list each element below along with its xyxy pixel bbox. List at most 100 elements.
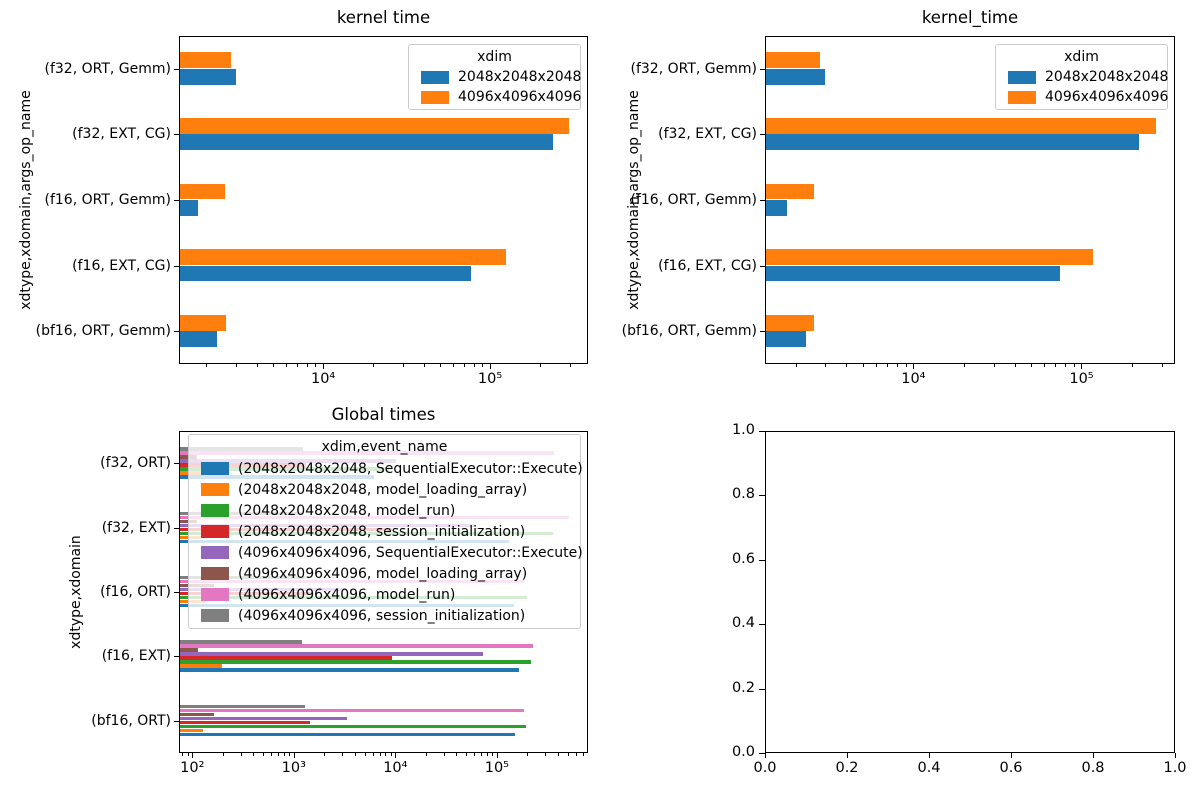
y-tick-label: 1.0 — [731, 422, 755, 438]
x-axis-minor-tick — [373, 364, 375, 367]
bar-s7-c3 — [180, 640, 302, 644]
x-axis-minor-tick — [464, 364, 466, 367]
x-axis-major-tick — [192, 753, 194, 758]
category-label: (f16, ORT, Gemm) — [630, 192, 758, 208]
y-axis-tick — [174, 527, 179, 529]
x-axis-tick — [765, 753, 766, 758]
bar-s7-c1 — [180, 511, 303, 515]
legend-entry-label: (2048x2048x2048, SequentialExecutor::Exe… — [238, 460, 583, 477]
bar-s6-c1 — [180, 515, 569, 519]
x-axis-minor-tick — [905, 364, 907, 367]
x-axis-minor-tick — [283, 753, 285, 756]
category-label: (f16, EXT) — [101, 648, 171, 665]
bar-s7-c4 — [180, 704, 305, 709]
y-axis-tick — [759, 753, 765, 754]
x-tick-label: 0.4 — [917, 760, 941, 776]
x-axis-minor-tick — [575, 753, 577, 756]
legend: xdim 2048x2048x2048 4096x4096x4096 — [995, 44, 1168, 110]
bar-s5-c4 — [180, 712, 215, 717]
bar-s0-c2 — [766, 200, 788, 216]
legend-entry-label: (4096x4096x4096, SequentialExecutor::Exe… — [238, 544, 583, 561]
x-tick-label: 10⁴ — [901, 371, 926, 387]
x-axis-minor-tick — [263, 753, 265, 756]
legend-title: xdim — [1064, 49, 1099, 65]
category-label: (f16, EXT, CG) — [658, 257, 757, 274]
bar-s0-c4 — [180, 331, 218, 347]
x-axis-minor-tick — [1055, 364, 1057, 367]
x-axis-minor-tick — [846, 364, 848, 367]
legend-entry-label: (4096x4096x4096, model_run) — [238, 586, 456, 603]
x-axis-minor-tick — [256, 364, 258, 367]
bar-s1-c3 — [180, 249, 507, 265]
x-axis-minor-tick — [545, 753, 547, 756]
bar-s1-c2 — [766, 183, 814, 200]
legend-entry-label: (4096x4096x4096, model_loading_array) — [238, 565, 528, 582]
x-axis-minor-tick — [876, 364, 878, 367]
category-label: (f32, EXT) — [101, 519, 171, 536]
bar-s0-c3 — [766, 265, 1060, 282]
bar-s3-c3 — [180, 656, 393, 660]
x-axis-minor-tick — [187, 753, 189, 756]
bar-s0-c2 — [180, 604, 515, 608]
bar-s6-c4 — [180, 708, 524, 713]
category-label: (f32, ORT, Gemm) — [44, 60, 172, 77]
x-tick-label: 0.2 — [835, 760, 859, 776]
bar-s1-c3 — [766, 249, 1094, 265]
bar-s6-c0 — [180, 451, 555, 455]
bar-s2-c1 — [180, 531, 554, 536]
x-axis-minor-tick — [235, 364, 237, 367]
y-axis-tick — [174, 134, 179, 136]
legend-title: xdim — [477, 49, 512, 65]
x-tick-label: 10⁵ — [484, 760, 509, 776]
bar-s6-c3 — [180, 644, 533, 648]
y-axis-tick — [759, 624, 765, 626]
x-tick-label: 10⁴ — [383, 760, 408, 776]
x-axis-minor-tick — [795, 364, 797, 367]
x-axis-minor-tick — [453, 364, 455, 367]
bar-s4-c3 — [180, 652, 483, 656]
bar-s1-c4 — [180, 314, 226, 331]
y-axis-tick — [174, 265, 179, 267]
bar-s1-c4 — [180, 728, 204, 733]
x-axis-minor-tick — [825, 364, 827, 367]
y-axis-tick — [760, 68, 765, 70]
x-axis-minor-tick — [342, 753, 344, 756]
x-axis-minor-tick — [1044, 364, 1046, 367]
y-axis-tick — [174, 720, 179, 722]
x-axis-minor-tick — [474, 753, 476, 756]
y-axis-tick — [759, 688, 765, 690]
x-axis-minor-tick — [569, 364, 571, 367]
bar-s0-c0 — [766, 68, 825, 85]
x-axis-minor-tick — [443, 753, 445, 756]
x-axis-minor-tick — [315, 364, 317, 367]
legend-entry: (4096x4096x4096, model_loading_array) — [197, 563, 572, 584]
y-axis-tick — [174, 331, 179, 333]
bar-s1-c2 — [180, 183, 226, 200]
chart-title-kernel-time-2: kernel_time — [921, 8, 1019, 27]
bar-s4-c4 — [180, 716, 347, 721]
legend-swatch — [201, 546, 229, 559]
y-axis-tick — [759, 431, 765, 432]
y-axis-tick — [760, 265, 765, 267]
bar-s4-c0 — [180, 459, 397, 463]
legend-entry: (4096x4096x4096, model_run) — [197, 584, 572, 605]
x-axis-minor-tick — [1073, 364, 1075, 367]
legend: xdim,event_name (2048x2048x2048, Sequenti… — [188, 434, 583, 629]
bar-s1-c1 — [180, 535, 202, 540]
bar-s0-c0 — [180, 475, 374, 479]
x-axis-minor-tick — [271, 753, 273, 756]
x-axis-minor-tick — [993, 364, 995, 367]
bar-s0-c1 — [180, 539, 510, 544]
x-axis-minor-tick — [456, 753, 458, 756]
legend-entry: 4096x4096x4096 — [1004, 87, 1168, 107]
legend-swatch — [201, 609, 229, 622]
y-axis-tick — [174, 592, 179, 593]
legend-swatch — [201, 588, 229, 601]
x-axis-major-tick — [323, 364, 325, 369]
x-axis-minor-tick — [222, 753, 224, 756]
legend-entry-label: (4096x4096x4096, session_initialization) — [238, 607, 526, 624]
bar-s1-c4 — [766, 314, 815, 331]
bar-s3-c0 — [180, 463, 307, 467]
